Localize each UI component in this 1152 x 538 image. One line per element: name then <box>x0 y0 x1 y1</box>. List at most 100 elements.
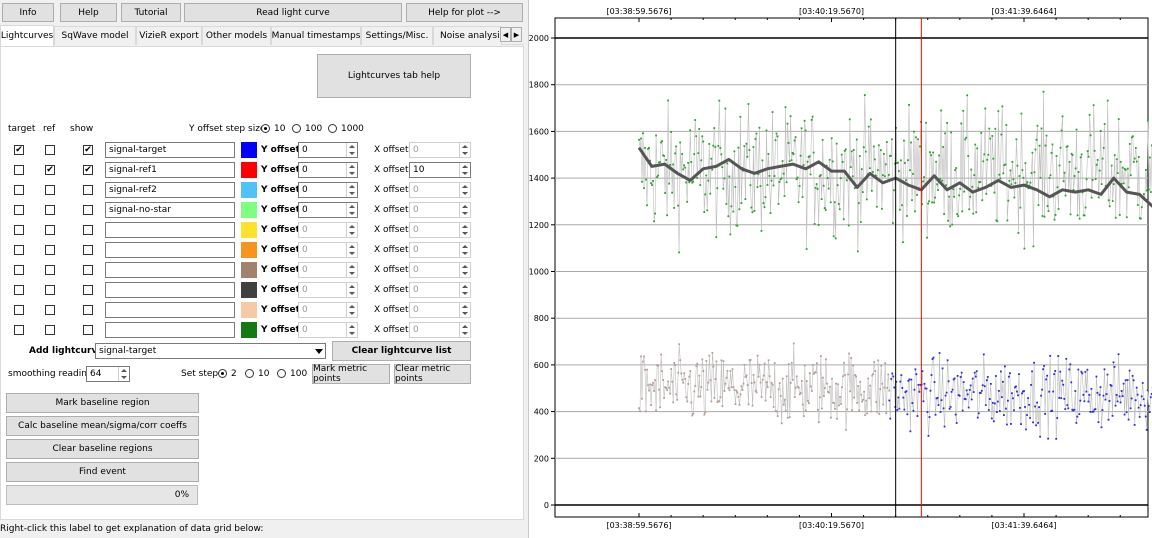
target-checkbox[interactable] <box>14 265 24 275</box>
color-swatch[interactable] <box>241 222 257 238</box>
target-checkbox[interactable] <box>14 165 24 175</box>
lightcurve-name-field[interactable]: signal-ref2 <box>105 182 235 198</box>
target-checkbox[interactable]: ✔ <box>14 145 24 155</box>
lightcurve-name-field[interactable] <box>105 222 235 238</box>
spin-arrows-icon[interactable] <box>346 283 357 297</box>
color-swatch[interactable] <box>241 162 257 178</box>
smoothing-readings-spinbox[interactable]: 64 <box>86 366 130 382</box>
x-offset-spinbox[interactable]: 0 <box>409 282 471 298</box>
clear-baseline-regions-button[interactable]: Clear baseline regions <box>6 439 199 459</box>
read-light-curve-button[interactable]: Read light curve <box>184 3 402 22</box>
target-checkbox[interactable] <box>14 225 24 235</box>
step-10-radio[interactable] <box>261 124 270 133</box>
show-checkbox[interactable] <box>83 225 93 235</box>
lightcurve-name-field[interactable] <box>105 242 235 258</box>
spin-arrows-icon[interactable] <box>346 303 357 317</box>
y-offset-spinbox[interactable]: 0 <box>298 142 358 158</box>
lightcurve-name-field[interactable] <box>105 262 235 278</box>
spin-arrows-icon[interactable] <box>459 303 470 317</box>
spin-arrows-icon[interactable] <box>459 163 470 177</box>
add-lightcurve-select[interactable]: signal-target <box>95 343 326 359</box>
lightcurve-name-field[interactable]: signal-target <box>105 142 235 158</box>
color-swatch[interactable] <box>241 242 257 258</box>
spin-arrows-icon[interactable] <box>459 223 470 237</box>
clear-lightcurve-list-button[interactable]: Clear lightcurve list <box>332 341 471 361</box>
lightcurve-name-field[interactable] <box>105 282 235 298</box>
lightcurve-name-field[interactable]: signal-no-star <box>105 202 235 218</box>
tab-other-models[interactable]: Other models <box>202 26 271 45</box>
calc-baseline-button[interactable]: Calc baseline mean/sigma/corr coeffs <box>6 416 199 436</box>
spin-arrows-icon[interactable] <box>459 323 470 337</box>
ref-checkbox[interactable] <box>45 305 55 315</box>
step-1000-radio[interactable] <box>328 124 337 133</box>
show-checkbox[interactable]: ✔ <box>83 145 93 155</box>
x-offset-spinbox[interactable]: 0 <box>409 202 471 218</box>
ref-checkbox[interactable] <box>45 265 55 275</box>
y-offset-spinbox[interactable]: 0 <box>298 262 358 278</box>
lightcurve-plot[interactable]: 0 200 400 600 800 1000 1200 1400 1600 1800 2000 [03… <box>529 0 1152 538</box>
spin-arrows-icon[interactable] <box>459 183 470 197</box>
tab-scroll-left-icon[interactable]: ◀ <box>500 27 511 42</box>
color-swatch[interactable] <box>241 142 257 158</box>
x-offset-spinbox[interactable]: 0 <box>409 262 471 278</box>
x-offset-spinbox[interactable]: 0 <box>409 302 471 318</box>
ref-checkbox[interactable]: ✔ <box>45 165 55 175</box>
data-grid-hint-label[interactable]: Right-click this label to get explanatio… <box>0 524 264 534</box>
ref-checkbox[interactable] <box>45 225 55 235</box>
tab-settings-misc[interactable]: Settings/Misc. <box>361 26 433 45</box>
target-checkbox[interactable] <box>14 325 24 335</box>
set-step-2-radio[interactable] <box>218 369 227 378</box>
spin-arrows-icon[interactable] <box>346 323 357 337</box>
tab-scroll-right-icon[interactable]: ▶ <box>511 27 522 42</box>
tab-lightcurves[interactable]: Lightcurves <box>0 25 54 46</box>
color-swatch[interactable] <box>241 182 257 198</box>
spin-arrows-icon[interactable] <box>459 263 470 277</box>
lightcurves-tab-help-button[interactable]: Lightcurves tab help <box>317 54 471 98</box>
mark-baseline-region-button[interactable]: Mark baseline region <box>6 393 199 413</box>
target-checkbox[interactable] <box>14 245 24 255</box>
spin-arrows-icon[interactable] <box>346 163 357 177</box>
spin-arrows-icon[interactable] <box>459 143 470 157</box>
ref-checkbox[interactable] <box>45 245 55 255</box>
set-step-100-radio[interactable] <box>277 369 286 378</box>
color-swatch[interactable] <box>241 322 257 338</box>
spin-arrows-icon[interactable] <box>346 223 357 237</box>
spin-arrows-icon[interactable] <box>346 183 357 197</box>
ref-checkbox[interactable] <box>45 285 55 295</box>
tutorial-button[interactable]: Tutorial <box>121 3 181 22</box>
target-checkbox[interactable] <box>14 305 24 315</box>
spin-arrows-icon[interactable] <box>346 263 357 277</box>
lightcurve-name-field[interactable] <box>105 322 235 338</box>
show-checkbox[interactable] <box>83 265 93 275</box>
color-swatch[interactable] <box>241 282 257 298</box>
target-checkbox[interactable] <box>14 205 24 215</box>
mark-metric-points-button[interactable]: Mark metric points <box>312 364 390 384</box>
y-offset-spinbox[interactable]: 0 <box>298 202 358 218</box>
tab-vizier-export[interactable]: VizieR export <box>136 26 202 45</box>
y-offset-spinbox[interactable]: 0 <box>298 322 358 338</box>
y-offset-spinbox[interactable]: 0 <box>298 162 358 178</box>
show-checkbox[interactable] <box>83 185 93 195</box>
x-offset-spinbox[interactable]: 0 <box>409 182 471 198</box>
spin-arrows-icon[interactable] <box>346 203 357 217</box>
y-offset-spinbox[interactable]: 0 <box>298 242 358 258</box>
clear-metric-points-button[interactable]: Clear metric points <box>394 364 471 384</box>
spin-arrows-icon[interactable] <box>346 143 357 157</box>
y-offset-spinbox[interactable]: 0 <box>298 282 358 298</box>
target-checkbox[interactable] <box>14 285 24 295</box>
ref-checkbox[interactable] <box>45 185 55 195</box>
show-checkbox[interactable] <box>83 285 93 295</box>
set-step-10-radio[interactable] <box>245 369 254 378</box>
lightcurve-name-field[interactable]: signal-ref1 <box>105 162 235 178</box>
y-offset-spinbox[interactable]: 0 <box>298 182 358 198</box>
show-checkbox[interactable]: ✔ <box>83 165 93 175</box>
y-offset-spinbox[interactable]: 0 <box>298 302 358 318</box>
find-event-button[interactable]: Find event <box>6 462 199 482</box>
color-swatch[interactable] <box>241 202 257 218</box>
lightcurve-name-field[interactable] <box>105 302 235 318</box>
x-offset-spinbox[interactable]: 0 <box>409 142 471 158</box>
tab-sqwave-model[interactable]: SqWave model <box>54 26 136 45</box>
spin-arrows-icon[interactable] <box>459 203 470 217</box>
step-100-radio[interactable] <box>292 124 301 133</box>
target-checkbox[interactable] <box>14 185 24 195</box>
